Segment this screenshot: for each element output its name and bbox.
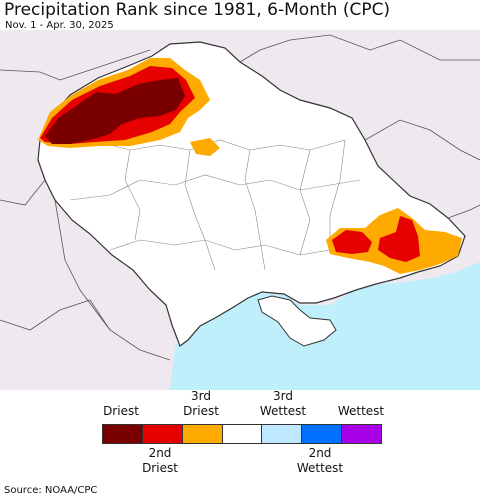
- legend-swatch-3rd-wettest: [262, 425, 303, 443]
- oblast-borders: [69, 139, 361, 271]
- legend-label-wettest: Wettest: [326, 404, 396, 419]
- legend-label-2nd-driest: 2nd Driest: [125, 446, 195, 476]
- legend-swatch-2nd-driest: [142, 425, 183, 443]
- map-title: Precipitation Rank since 1981, 6-Month (…: [4, 0, 391, 20]
- legend-swatch-wettest: [342, 425, 382, 443]
- legend-swatch-normal: [222, 425, 263, 443]
- legend-label-driest: Driest: [86, 404, 156, 419]
- legend-text: 2nd Driest: [142, 446, 178, 475]
- legend-label-2nd-wettest: 2nd Wettest: [285, 446, 355, 476]
- dry-area-northwest: [38, 58, 220, 156]
- legend-text: Driest: [103, 404, 139, 418]
- neighbor-borders: [0, 34, 480, 361]
- legend-text: 3rd Wettest: [259, 389, 307, 418]
- crimea-peninsula: [257, 295, 337, 347]
- map-subtitle: Nov. 1 - Apr. 30, 2025: [5, 20, 114, 31]
- legend-text: 3rd Driest: [183, 389, 219, 418]
- legend-text: 2nd Wettest: [296, 446, 344, 475]
- source-credit: Source: NOAA/CPC: [4, 485, 98, 496]
- legend-color-bar: [102, 424, 382, 444]
- legend-label-3rd-driest: 3rd Driest: [166, 389, 236, 419]
- dry-area-east: [326, 208, 462, 274]
- legend-swatch-3rd-driest: [182, 425, 223, 443]
- legend-swatch-2nd-wettest: [302, 425, 343, 443]
- legend-text: Wettest: [337, 404, 385, 418]
- legend-swatch-driest: [103, 425, 143, 443]
- legend-label-3rd-wettest: 3rd Wettest: [248, 389, 318, 419]
